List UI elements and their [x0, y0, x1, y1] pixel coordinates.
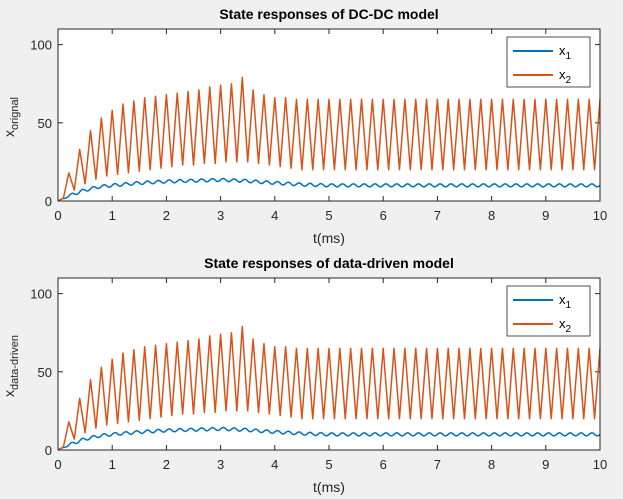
- x-tick-label: 8: [488, 457, 495, 472]
- y-tick-label: 100: [30, 287, 52, 302]
- x-tick-label: 4: [271, 208, 278, 223]
- y-axis-label-2: xdata-driven: [1, 335, 21, 397]
- x-tick-label: 7: [434, 208, 441, 223]
- y-tick-label: 50: [38, 365, 52, 380]
- legend-name-x2-2: x: [559, 316, 566, 331]
- y-tick-label: 50: [38, 116, 52, 131]
- y-axis-label-sub-1: orignal: [9, 97, 21, 130]
- legend-name-x1-1: x: [559, 43, 566, 58]
- legend-box-2: [506, 285, 591, 337]
- x-tick-label: 7: [434, 457, 441, 472]
- y-tick-label: 0: [45, 194, 52, 209]
- x-axis-label-2: t(ms): [313, 479, 345, 495]
- x-tick-label: 1: [109, 208, 116, 223]
- y-axis-label-1: xorignal: [1, 97, 21, 137]
- legend-name-x2-1: x: [559, 67, 566, 82]
- chart-panel-2: State responses of data-driven model 0 1 2…: [1, 255, 607, 495]
- legend-name-x1-2: x: [559, 292, 566, 307]
- x-tick-label: 9: [542, 208, 549, 223]
- x-axis-label-1: t(ms): [313, 230, 345, 246]
- series-lines-2: [57, 325, 601, 451]
- x-tick-label: 5: [325, 457, 332, 472]
- legend-sub-x1-2: 1: [566, 300, 572, 311]
- legend-label-x1-1: x1: [559, 43, 572, 62]
- legend-label-x2-2: x2: [559, 316, 572, 335]
- y-axis-label-main-1: x: [1, 130, 17, 137]
- y-tick-label: 100: [30, 38, 52, 53]
- chart-panel-1: State responses of DC-DC model 0 1 2 3 4 5 6 7 8…: [1, 6, 607, 246]
- series-lines-1: [57, 76, 601, 202]
- x-tick-label: 8: [488, 208, 495, 223]
- legend-1: x1 x2: [506, 36, 591, 88]
- x-tick-label: 9: [542, 457, 549, 472]
- legend-label-x1-2: x1: [559, 292, 572, 311]
- y-axis-label-sub-2: data-driven: [9, 335, 21, 390]
- x-tick-label: 2: [163, 208, 170, 223]
- chart-title-1: State responses of DC-DC model: [219, 6, 438, 22]
- x-tick-label: 10: [593, 208, 607, 223]
- x-tick-label: 0: [54, 208, 61, 223]
- axes-box: [57, 28, 601, 202]
- series-line-x2: [57, 76, 601, 202]
- x-tick-label: 4: [271, 457, 278, 472]
- legend-sub-x2-2: 2: [566, 324, 572, 335]
- x-tick-label: 2: [163, 457, 170, 472]
- y-axis-label-main-2: x: [1, 390, 17, 397]
- x-tick-label: 3: [217, 457, 224, 472]
- plot-frame-1: [57, 28, 601, 202]
- series-line-x1: [57, 177, 601, 202]
- x-tick-label: 1: [109, 457, 116, 472]
- x-tick-label: 6: [380, 457, 387, 472]
- legend-2: x1 x2: [506, 285, 591, 337]
- plot-frame-2: [57, 277, 601, 451]
- legend-box-1: [506, 36, 591, 88]
- x-tick-label: 3: [217, 208, 224, 223]
- legend-label-x2-1: x2: [559, 67, 572, 86]
- x-tick-label: 5: [325, 208, 332, 223]
- legend-sub-x1-1: 1: [566, 51, 572, 62]
- legend-sub-x2-1: 2: [566, 75, 572, 86]
- series-line-x2: [57, 325, 601, 451]
- x-tick-label: 0: [54, 457, 61, 472]
- chart-title-2: State responses of data-driven model: [204, 255, 454, 271]
- y-tick-label: 0: [45, 443, 52, 458]
- x-tick-label: 10: [593, 457, 607, 472]
- x-tick-label: 6: [380, 208, 387, 223]
- series-line-x1: [57, 426, 601, 451]
- axes-box: [57, 277, 601, 451]
